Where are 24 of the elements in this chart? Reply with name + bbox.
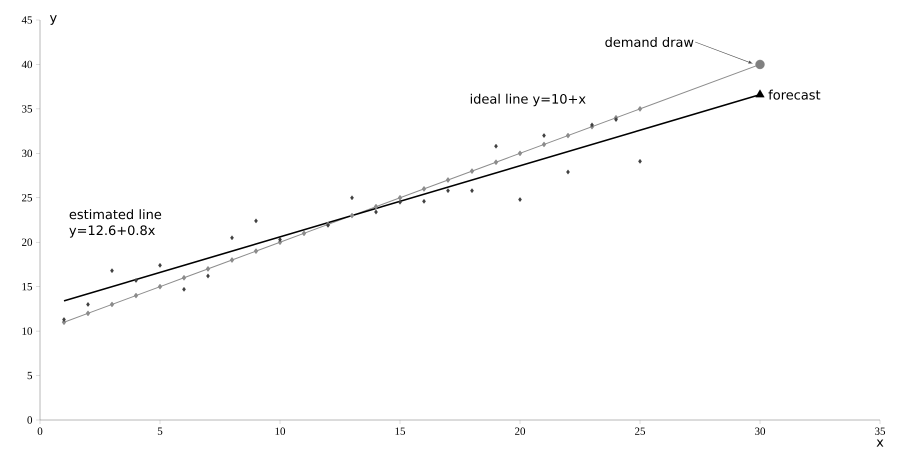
x-tick-label: 10 bbox=[275, 428, 286, 435]
y-tick-label: 45 bbox=[22, 16, 32, 24]
text: demand draw bbox=[605, 36, 694, 48]
y-tick-label: 20 bbox=[22, 238, 32, 246]
y-tick-label: 10 bbox=[22, 327, 32, 335]
y-tick-label: 25 bbox=[22, 194, 32, 202]
x-tick-label: 30 bbox=[755, 428, 766, 435]
x-tick-label: 20 bbox=[515, 428, 526, 435]
x-tick-label: 25 bbox=[635, 428, 646, 435]
y-tick-label: 40 bbox=[22, 60, 32, 68]
text: estimated line y=12.6+0.8x bbox=[69, 209, 162, 238]
y-tick-label: 5 bbox=[28, 372, 32, 380]
y-tick-label: 0 bbox=[27, 416, 32, 424]
x-tick-label: 35 bbox=[875, 428, 886, 435]
x-tick-label: 0 bbox=[38, 428, 42, 435]
y-tick-label: 30 bbox=[22, 150, 32, 158]
x-axis-title: x bbox=[876, 440, 884, 447]
y-tick-label: 15 bbox=[22, 282, 32, 290]
series-label: forecast bbox=[768, 90, 820, 100]
x-tick-label: 5 bbox=[158, 428, 162, 435]
y-tick-label: 35 bbox=[22, 105, 32, 113]
y-axis-title: y bbox=[50, 15, 57, 25]
series-label: ideal line y=10+x bbox=[470, 94, 586, 106]
x-tick-label: 15 bbox=[395, 428, 406, 435]
